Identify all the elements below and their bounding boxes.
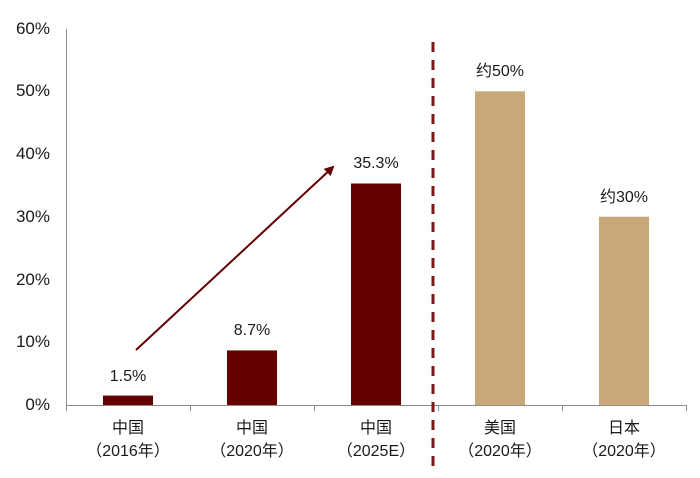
category-year: （2020年） [210,443,294,460]
bar-value-label: 1.5% [109,367,147,385]
y-tick-label: 0% [25,395,50,414]
y-tick-label: 60% [15,18,50,38]
bar [103,395,153,405]
x-category-label: 日本 （2020年） [562,417,686,463]
category-year: （2020年） [582,443,666,460]
y-tick-label: 20% [15,269,50,289]
bar-value-label: 约30% [599,188,649,206]
x-category-label: 中国 （2025E） [314,417,438,463]
chart-axes [66,29,687,411]
y-tick-label: 30% [15,206,50,226]
bars-group [103,91,649,405]
x-axis-ticks [66,405,687,411]
category-name: 中国 [111,420,144,437]
category-name: 中国 [235,420,268,437]
category-year: （2025E） [336,443,416,460]
category-name: 中国 [359,420,392,437]
category-name: 美国 [483,420,516,437]
category-name: 日本 [607,420,640,437]
bar [475,91,525,405]
y-tick-label: 50% [15,81,50,101]
x-category-label: 中国 （2016年） [66,417,190,463]
bar [599,216,649,405]
bar [227,350,277,405]
y-tick-label: 40% [15,144,50,163]
bar-value-label: 8.7% [233,322,271,340]
y-tick-label: 10% [15,332,50,352]
bar-value-label: 约50% [475,63,525,81]
category-year: （2020年） [458,443,542,460]
category-year: （2016年） [86,443,170,460]
bar [351,183,401,405]
x-category-label: 美国 （2020年） [438,417,562,463]
x-category-label: 中国 （2020年） [190,417,314,463]
trend-arrow [135,165,335,351]
bar-value-label: 35.3% [353,155,399,173]
